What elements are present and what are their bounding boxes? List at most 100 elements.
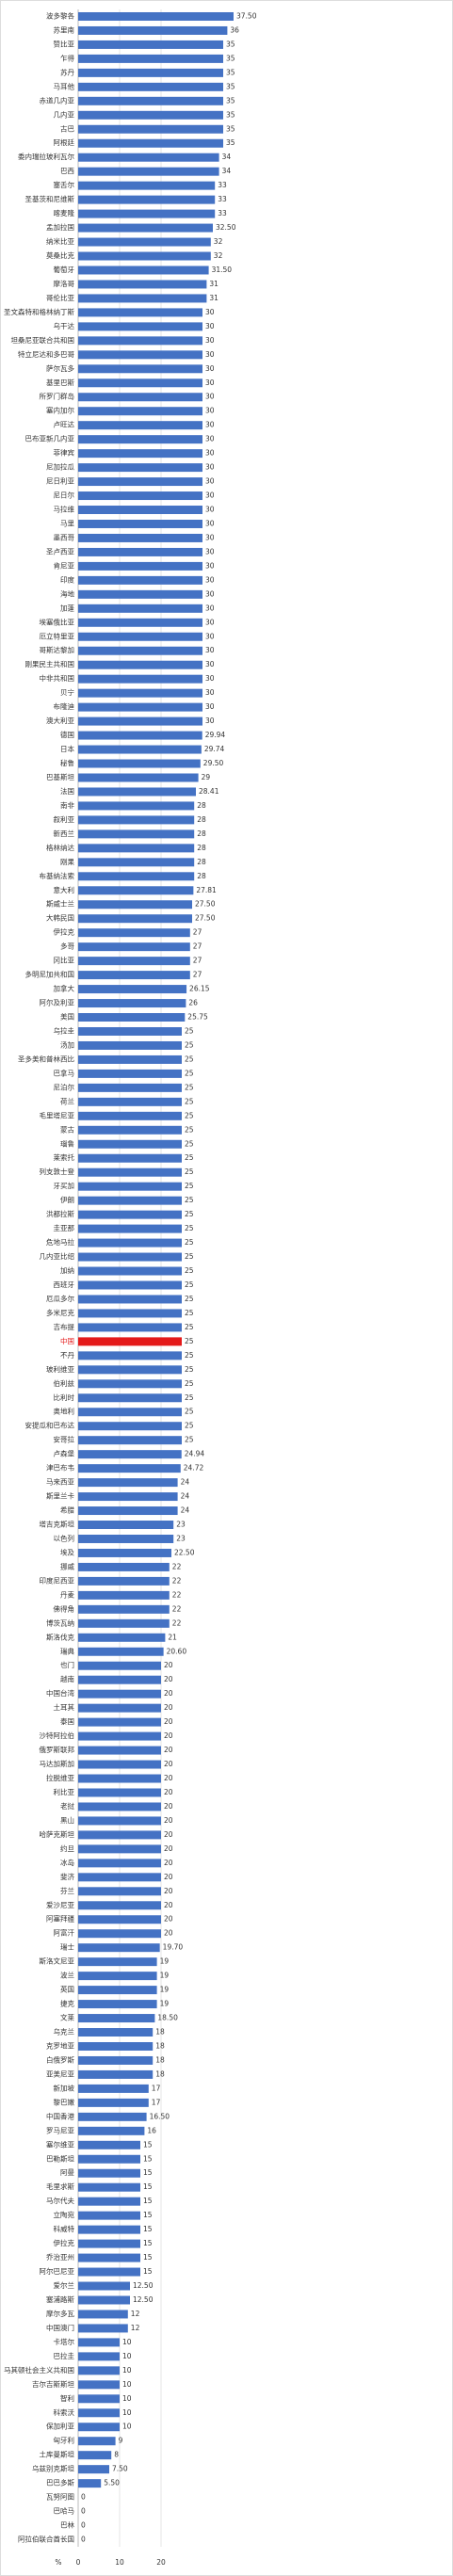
- value-label: 27.81: [196, 886, 217, 894]
- value-label: 17: [152, 2084, 161, 2092]
- bar: [78, 110, 223, 120]
- value-label: 19: [160, 1957, 170, 1966]
- value-label: 25: [185, 1153, 194, 1162]
- y-tick-label: 伊拉克: [54, 2238, 75, 2247]
- y-tick-label: 黑山: [60, 1815, 74, 1825]
- value-label: 9: [119, 2437, 123, 2445]
- value-label: 25: [185, 1139, 194, 1148]
- value-label: 5.50: [104, 2479, 120, 2487]
- bar: [78, 858, 195, 867]
- bar: [78, 1040, 182, 1050]
- bar: [78, 1844, 161, 1854]
- value-label: 18: [155, 2055, 165, 2064]
- y-tick-label: 圣多美和普林西比: [18, 1054, 74, 1063]
- value-label: 20: [164, 1887, 173, 1895]
- bar: [78, 1943, 160, 1953]
- bar: [78, 999, 186, 1008]
- bar: [78, 1816, 161, 1826]
- y-tick-label: 塞舌尔: [54, 180, 75, 189]
- y-tick-label: 安哥拉: [54, 1435, 75, 1444]
- value-label: 18: [155, 2041, 165, 2050]
- value-label: 25: [185, 1280, 194, 1289]
- bar: [78, 1266, 182, 1276]
- value-label: 20: [164, 1717, 173, 1726]
- value-label: 28: [197, 801, 206, 810]
- value-label: 20: [164, 1703, 173, 1712]
- bar: [78, 2451, 112, 2460]
- value-label: 35: [226, 54, 235, 62]
- bar: [78, 1436, 182, 1445]
- y-tick-label: 巴西: [60, 167, 74, 175]
- value-label: 25: [185, 1224, 194, 1232]
- y-tick-label: 加蓬: [60, 603, 74, 612]
- y-tick-label: 阿尔巴尼亚: [40, 2266, 75, 2276]
- y-tick-label: 哥斯达黎加: [40, 645, 75, 654]
- bar: [78, 1492, 178, 1502]
- value-label: 29: [202, 773, 211, 781]
- y-tick-label: 白俄罗斯: [46, 2054, 74, 2064]
- value-label: 20: [164, 1788, 173, 1796]
- y-tick-label: 以色列: [54, 1533, 75, 1542]
- y-tick-label: 芬兰: [60, 1886, 74, 1895]
- bar: [78, 547, 202, 556]
- bar: [78, 336, 202, 346]
- bar: [78, 2084, 149, 2093]
- value-label: 0: [81, 2536, 86, 2544]
- y-tick-label: 巴拉圭: [54, 2351, 75, 2360]
- bar: [78, 294, 207, 303]
- bar: [78, 1196, 182, 1205]
- y-tick-label: 巴巴多斯: [46, 2478, 74, 2487]
- y-tick-label: 美国: [60, 1012, 74, 1022]
- value-label: 22: [172, 1562, 182, 1570]
- bar: [78, 2281, 130, 2291]
- value-label: 10: [122, 2380, 132, 2389]
- bar: [78, 900, 192, 910]
- y-tick-label: 肯尼亚: [54, 560, 75, 570]
- value-label: 30: [205, 688, 215, 697]
- bar: [78, 54, 223, 63]
- value-label: 30: [205, 308, 215, 316]
- y-tick-label: 埃塞俄比亚: [40, 617, 75, 626]
- value-label: 29.94: [205, 731, 226, 739]
- y-tick-label: 也门: [60, 1660, 74, 1669]
- bar: [78, 2267, 140, 2277]
- bar: [78, 153, 219, 162]
- bar: [78, 195, 216, 204]
- value-label: 22: [172, 1604, 182, 1613]
- y-tick-label: 罗马尼亚: [46, 2126, 74, 2134]
- bar: [78, 914, 192, 924]
- y-tick-label: 埃及: [60, 1547, 74, 1556]
- bar: [78, 1153, 182, 1163]
- y-tick-label: 卢旺达: [54, 420, 75, 429]
- value-label: 20: [164, 1816, 173, 1825]
- bar: [78, 477, 202, 487]
- value-label: 24: [181, 1506, 190, 1515]
- y-tick-label: 刚果: [60, 858, 74, 866]
- value-label: 25: [185, 1379, 194, 1388]
- y-tick-label: 巴拿马: [54, 1068, 75, 1077]
- y-tick-label: 贝宁: [60, 687, 74, 697]
- y-tick-label: 尼泊尔: [54, 1082, 75, 1091]
- bar: [78, 1210, 182, 1219]
- value-label: 30: [205, 491, 215, 500]
- bar: [78, 1534, 174, 1543]
- bar: [78, 801, 195, 811]
- y-tick-label: 莱索托: [54, 1152, 75, 1162]
- y-tick-label: 塞浦路斯: [46, 2294, 74, 2304]
- y-tick-label: 捷克: [60, 1999, 74, 2008]
- value-label: 15: [143, 2253, 153, 2262]
- y-tick-label: 列支敦士登: [40, 1167, 75, 1176]
- y-tick-label: 塞尔维亚: [46, 2139, 74, 2149]
- value-label: 22.50: [174, 1548, 195, 1556]
- y-tick-label: 阿塞拜疆: [46, 1914, 74, 1924]
- y-tick-label: 巴哈马: [54, 2506, 75, 2516]
- value-label: 25: [185, 1238, 194, 1247]
- y-tick-label: 阿曼: [60, 2168, 74, 2177]
- bar: [78, 407, 202, 416]
- y-tick-label: 利比亚: [54, 1787, 75, 1796]
- value-label: 17: [152, 2098, 161, 2106]
- value-label: 25: [185, 1097, 194, 1105]
- bar: [78, 393, 202, 402]
- value-label: 29.50: [203, 759, 224, 767]
- y-tick-label: 斐济: [60, 1872, 74, 1881]
